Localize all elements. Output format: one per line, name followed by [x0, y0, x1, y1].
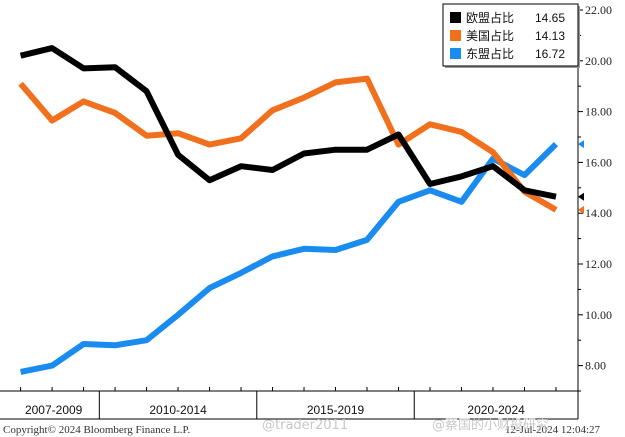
y-tick-label: 8.00	[585, 359, 606, 373]
series-end-marker	[578, 140, 584, 149]
legend-swatch	[450, 30, 461, 41]
y-tick-label: 22.00	[585, 3, 612, 17]
legend-label: 欧盟占比	[466, 10, 514, 25]
legend-value: 14.13	[535, 29, 565, 43]
y-tick-label: 14.00	[585, 206, 612, 220]
series-line-0	[19, 45, 557, 200]
legend: 欧盟占比 14.65 美国占比 14.13 东盟占比 16.72	[442, 3, 580, 68]
y-tick-label: 18.00	[585, 105, 612, 119]
x-category-label: 2015-2019	[307, 403, 365, 417]
watermark-left: @trader2011	[262, 418, 348, 433]
footer: Copyright© 2024 Bloomberg Finance L.P. 1…	[3, 417, 601, 436]
y-tick-label: 16.00	[585, 155, 612, 169]
x-category-label: 2020-2024	[467, 403, 525, 417]
series-line-2	[20, 141, 559, 375]
copyright-text: Copyright© 2024 Bloomberg Finance L.P.	[3, 424, 190, 436]
legend-value: 14.65	[535, 11, 565, 25]
legend-swatch	[450, 48, 461, 59]
x-category-label: 2010-2014	[149, 403, 207, 417]
timestamp-text: 12-Jul-2024 12:04:27	[505, 424, 601, 436]
legend-label: 东盟占比	[466, 46, 514, 61]
watermark-right: @蔡国的小财投研究	[432, 417, 549, 433]
series-end-marker	[578, 205, 584, 214]
y-tick-label: 10.00	[585, 308, 612, 322]
series-layer	[18, 45, 584, 375]
x-category-label: 2007-2009	[25, 403, 83, 417]
legend-box	[442, 3, 579, 67]
y-tick-label: 12.00	[585, 257, 612, 271]
legend-label: 美国占比	[466, 28, 514, 43]
series-end-marker	[578, 192, 584, 201]
series-line-1	[18, 75, 558, 213]
y-tick-label: 20.00	[585, 54, 612, 68]
legend-swatch	[450, 12, 461, 23]
axis-layer: 8.00 10.00 12.00 14.00 16.00 18.00 20.00 22.00 2…	[0, 3, 612, 420]
legend-value: 16.72	[535, 47, 565, 61]
